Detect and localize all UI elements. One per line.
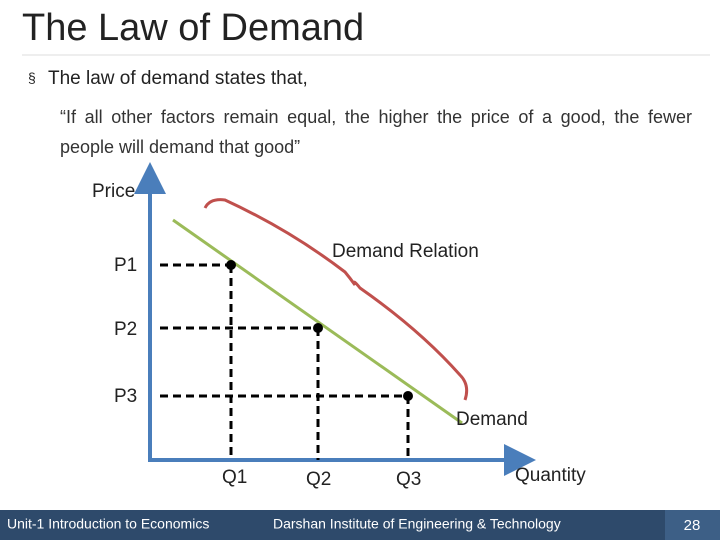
point [313,323,323,333]
footer-center: Darshan Institute of Engineering & Techn… [273,516,561,532]
bullet-marker: § [28,70,36,86]
curve-label: Demand [456,409,528,430]
y-axis-label: Price [92,181,135,202]
point [403,391,413,401]
bullet-text: The law of demand states that, [48,68,308,89]
price-label: P2 [114,319,137,340]
point [226,260,236,270]
footer-left: Unit-1 Introduction to Economics [7,516,209,532]
price-label: P1 [114,255,137,276]
price-label: P3 [114,386,137,407]
x-axis-label: Quantity [515,465,586,486]
quantity-label: Q1 [222,467,247,488]
diagram: Price Quantity P1 P2 P3 Q1 Q2 Q3 Demand … [92,162,586,490]
guides [160,263,410,460]
quote: “If all other factors remain equal, the … [60,107,692,157]
page-number: 28 [684,517,701,534]
brace-label: Demand Relation [332,241,479,262]
brace [203,198,469,401]
page-box [665,510,720,540]
quantity-label: Q2 [306,469,331,490]
slide-title: The Law of Demand [22,7,364,49]
footer-bar [0,510,720,540]
demand-curve [172,218,463,425]
quantity-label: Q3 [396,469,421,490]
